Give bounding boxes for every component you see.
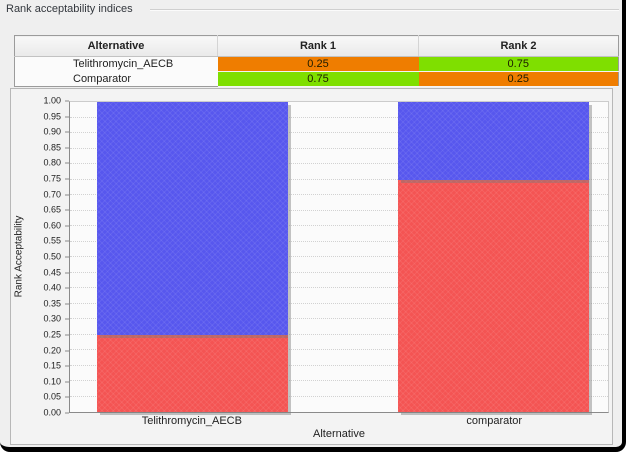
y-tick-label: 0.05 [43,391,61,402]
y-tick-mark [65,412,69,414]
y-axis-labels: 0.00 0.05 0.10 0.15 0.20 0.25 0.30 0.35 0.40 0.45… [11,96,69,417]
group-box-title: Rank acceptability indices [6,3,133,15]
y-tick-mark [65,147,69,149]
gridline [70,287,608,288]
gridline [70,395,608,397]
y-tick-label: 0.35 [43,298,61,309]
rank-acceptability-chart: Rank Acceptability 0.00 0.05 0.10 0.15 0.20 0… [10,88,613,445]
gridline [70,333,608,335]
x-category-labels: Telithromycin_AECB comparator [69,415,609,429]
column-header-alternative[interactable]: Alternative [14,35,218,57]
table-header-row: Alternative Rank 1 Rank 2 [14,35,619,57]
gridline [70,116,608,118]
gridline [70,178,608,180]
x-category-label: Telithromycin_AECB [141,415,242,427]
y-tick-mark [65,318,69,320]
y-tick-label: 0.90 [43,126,61,137]
y-tick-mark [65,194,69,196]
y-tick-mark [65,303,69,305]
gridline [70,364,608,366]
x-axis-title: Alternative [313,428,365,440]
table-row[interactable]: Telithromycin_AECB 0.25 0.75 [14,56,619,72]
group-box-divider [150,9,619,11]
gridline [70,349,608,350]
y-tick-mark [65,240,69,242]
gridline [70,194,608,195]
y-tick-label: 0.75 [43,173,61,184]
y-tick-label: 0.85 [43,142,61,153]
gridline [70,163,608,164]
y-tick-label: 0.10 [43,376,61,387]
y-tick-label: 1.00 [43,95,61,106]
y-tick-mark [65,381,69,383]
y-tick-label: 0.50 [43,251,61,262]
gridline [70,256,608,257]
y-tick-mark [65,100,69,102]
y-tick-label: 0.55 [43,235,61,246]
stacked-bar [398,102,590,412]
y-tick-label: 0.30 [43,313,61,324]
y-tick-label: 0.20 [43,345,61,356]
gridline [70,240,608,242]
gridline [70,380,608,381]
y-tick-mark [65,334,69,336]
y-tick-mark [65,116,69,118]
y-tick-label: 0.00 [43,407,61,418]
y-tick-label: 0.95 [43,111,61,122]
y-tick-mark [65,365,69,367]
y-tick-mark [65,178,69,180]
gridline [70,318,608,319]
plot-area [69,101,609,413]
bar-segment-rank-2 [398,102,590,180]
gridline [70,302,608,304]
y-tick-mark [65,396,69,398]
x-category-label: comparator [466,415,523,427]
y-tick-mark [65,131,69,133]
bar-segment-rank-1 [398,179,590,412]
column-header-rank1[interactable]: Rank 1 [217,35,419,57]
y-tick-label: 0.15 [43,360,61,371]
bar-segment-rank-1 [96,334,288,412]
y-tick-label: 0.25 [43,329,61,340]
rank1-value-cell[interactable]: 0.75 [217,71,419,87]
rank2-value-cell[interactable]: 0.25 [418,71,619,87]
y-tick-label: 0.60 [43,220,61,231]
y-tick-label: 0.45 [43,267,61,278]
y-tick-mark [65,287,69,289]
y-tick-mark [65,162,69,164]
y-tick-label: 0.70 [43,189,61,200]
rank2-value-cell[interactable]: 0.75 [418,56,619,72]
rank1-value-cell[interactable]: 0.25 [217,56,419,72]
gridline [70,271,608,273]
y-tick-label: 0.80 [43,157,61,168]
y-tick-label: 0.65 [43,204,61,215]
y-tick-mark [65,225,69,227]
gridline [70,209,608,211]
rank-indices-table: Alternative Rank 1 Rank 2 Telithromycin_… [14,35,619,87]
table-row[interactable]: Comparator 0.75 0.25 [14,71,619,87]
gridline [70,132,608,133]
column-header-rank2[interactable]: Rank 2 [418,35,619,57]
bar-segment-rank-2 [96,102,288,335]
alternative-name-cell[interactable]: Comparator [14,71,218,87]
alternative-name-cell[interactable]: Telithromycin_AECB [14,56,218,72]
y-tick-mark [65,256,69,258]
y-tick-mark [65,350,69,352]
gridline [70,225,608,226]
y-tick-mark [65,272,69,274]
y-tick-label: 0.40 [43,282,61,293]
stacked-bar [96,102,288,412]
y-tick-mark [65,209,69,211]
gridline [70,147,608,149]
